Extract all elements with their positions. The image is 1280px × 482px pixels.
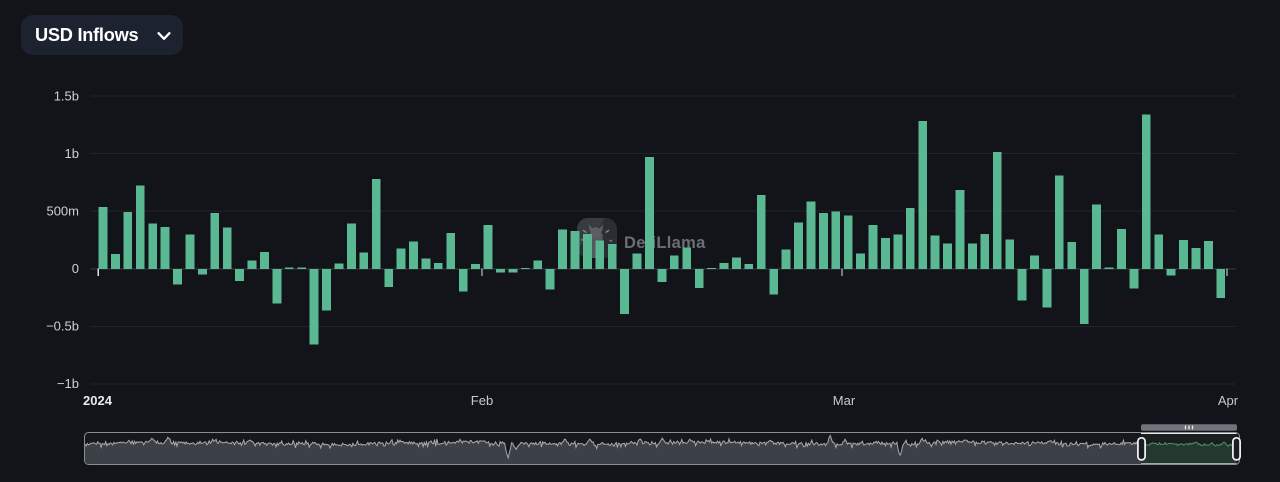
svg-text:2024: 2024 (83, 393, 113, 408)
svg-text:1.5b: 1.5b (54, 89, 79, 104)
svg-text:1b: 1b (65, 146, 79, 161)
svg-text:−0.5b: −0.5b (46, 319, 79, 334)
svg-text:Feb: Feb (471, 393, 493, 408)
svg-text:DefiLlama: DefiLlama (624, 234, 706, 252)
svg-text:500m: 500m (46, 204, 79, 219)
svg-text:0: 0 (72, 261, 79, 276)
svg-text:Mar: Mar (833, 393, 856, 408)
svg-text:Apr: Apr (1218, 393, 1239, 408)
svg-text:−1b: −1b (57, 376, 79, 391)
